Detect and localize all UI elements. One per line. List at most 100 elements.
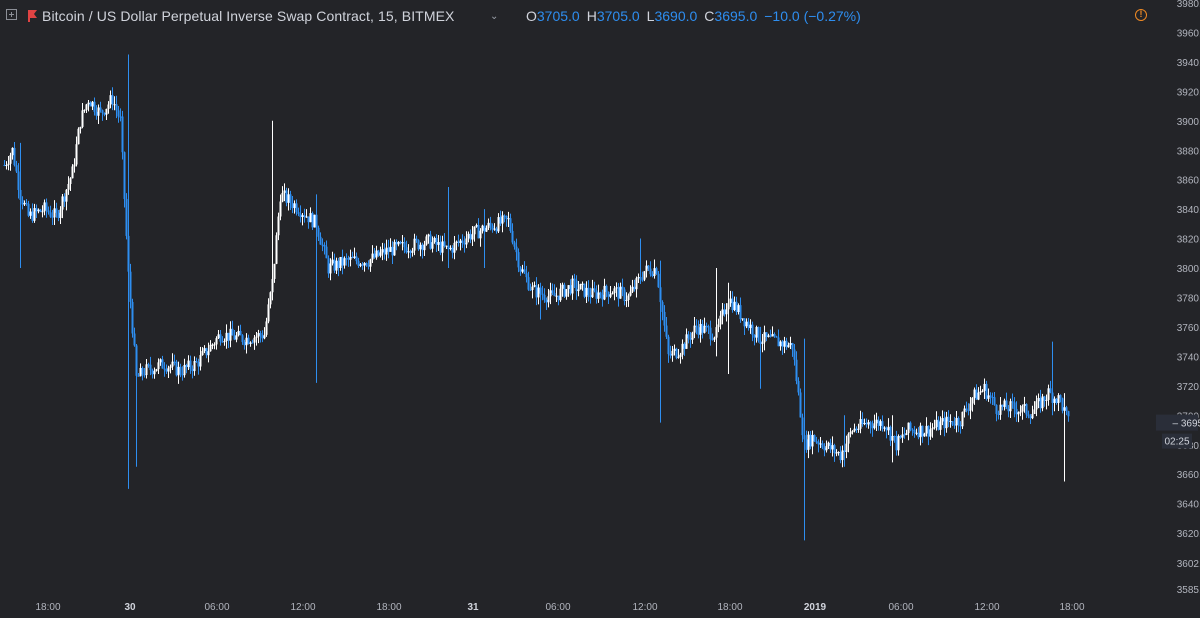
candle-body	[421, 244, 424, 251]
candle-body	[117, 110, 120, 117]
candle-body	[981, 390, 984, 392]
candle-body	[403, 242, 406, 248]
chevron-down-icon[interactable]: ⌄	[490, 11, 499, 22]
candle-body	[607, 291, 610, 297]
candle-body	[87, 102, 90, 105]
candle-body	[915, 432, 918, 434]
candle-body	[499, 217, 502, 224]
candle-body	[849, 432, 852, 435]
candle-body	[383, 249, 386, 255]
candle-body	[511, 230, 514, 243]
candle-body	[411, 250, 414, 253]
flag-icon[interactable]	[28, 10, 37, 22]
candle-body	[517, 252, 520, 268]
candle-body	[913, 430, 916, 434]
high-label: H	[586, 8, 597, 24]
candle-body	[321, 244, 324, 246]
candle-body	[977, 392, 980, 400]
candle-body	[581, 283, 584, 285]
price-tick-label: 3640.0	[1177, 500, 1200, 511]
candle-body	[393, 241, 396, 256]
candle-body	[713, 337, 716, 340]
candle-body	[209, 344, 212, 352]
candle-body	[341, 256, 344, 266]
price-tick-label: 3760.0	[1177, 323, 1200, 334]
candle-body	[99, 107, 102, 111]
candle-body	[251, 342, 254, 344]
candle-body	[889, 426, 892, 441]
close-label: C	[704, 8, 715, 24]
candle-body	[1067, 411, 1070, 417]
candle-body	[687, 334, 690, 339]
candle-body	[267, 304, 270, 322]
candle-body	[183, 364, 186, 376]
candle-body	[3, 164, 6, 166]
candle-body	[891, 436, 894, 441]
collapse-legend-icon[interactable]	[6, 9, 17, 20]
candle-body	[737, 305, 740, 313]
last-price-marker: – 3695.0 02:25	[1156, 414, 1200, 449]
candle-body	[307, 216, 310, 223]
candle-body	[999, 404, 1002, 415]
candle-body	[663, 311, 666, 326]
time-tick-label: 2019	[804, 602, 827, 613]
candle-body	[531, 286, 534, 290]
candle-body	[243, 342, 246, 346]
candle-body	[493, 228, 496, 230]
candle-body	[883, 427, 886, 429]
candle-body	[821, 443, 824, 448]
candle-body	[487, 222, 490, 228]
candle-body	[739, 305, 742, 320]
candle-body	[175, 361, 178, 376]
candle-body	[727, 303, 730, 310]
candle-body	[459, 240, 462, 243]
candle-body	[839, 451, 842, 461]
candle-body	[297, 212, 300, 214]
candle-body	[69, 178, 72, 184]
candle-body	[767, 335, 770, 337]
candle-body	[5, 165, 8, 167]
candle-body	[149, 364, 152, 371]
candle-body	[471, 234, 474, 240]
candle-body	[729, 298, 732, 304]
candle-body	[873, 423, 876, 429]
candle-body	[825, 445, 828, 451]
candle-body	[957, 417, 960, 426]
candle-body	[591, 288, 594, 298]
candle-body	[1053, 398, 1056, 403]
candle-body	[817, 441, 820, 445]
candle-body	[211, 344, 214, 346]
candle-body	[83, 109, 86, 111]
candle-body	[129, 271, 132, 302]
candle-body	[525, 273, 528, 278]
candle-body	[657, 273, 660, 288]
time-tick-label: 18:00	[1059, 602, 1084, 613]
candle-body	[725, 309, 728, 315]
candle-body	[281, 192, 284, 202]
candle-body	[483, 225, 486, 232]
candle-body	[1045, 399, 1048, 401]
candle-body	[289, 194, 292, 204]
symbol-title[interactable]: Bitcoin / US Dollar Perpetual Inverse Sw…	[42, 8, 455, 24]
candle-body	[1057, 395, 1060, 404]
candle-body	[23, 202, 26, 205]
candle-body	[753, 334, 756, 338]
candle-body	[847, 434, 850, 444]
candle-body	[223, 341, 226, 343]
candle-body	[37, 209, 40, 212]
time-tick-label: 18:00	[717, 602, 742, 613]
candle-body	[373, 253, 376, 258]
candle-body	[77, 128, 80, 145]
candle-body	[1031, 413, 1034, 419]
candle-body	[27, 203, 30, 216]
candle-body	[247, 337, 250, 344]
candle-body	[259, 333, 262, 336]
candle-body	[319, 236, 322, 245]
alert-circle-icon[interactable]: !	[1135, 9, 1147, 21]
candle-body	[599, 292, 602, 295]
candle-body	[835, 452, 838, 454]
candle-body	[1007, 408, 1010, 412]
candle-body	[399, 241, 402, 244]
candle-body	[571, 278, 574, 294]
